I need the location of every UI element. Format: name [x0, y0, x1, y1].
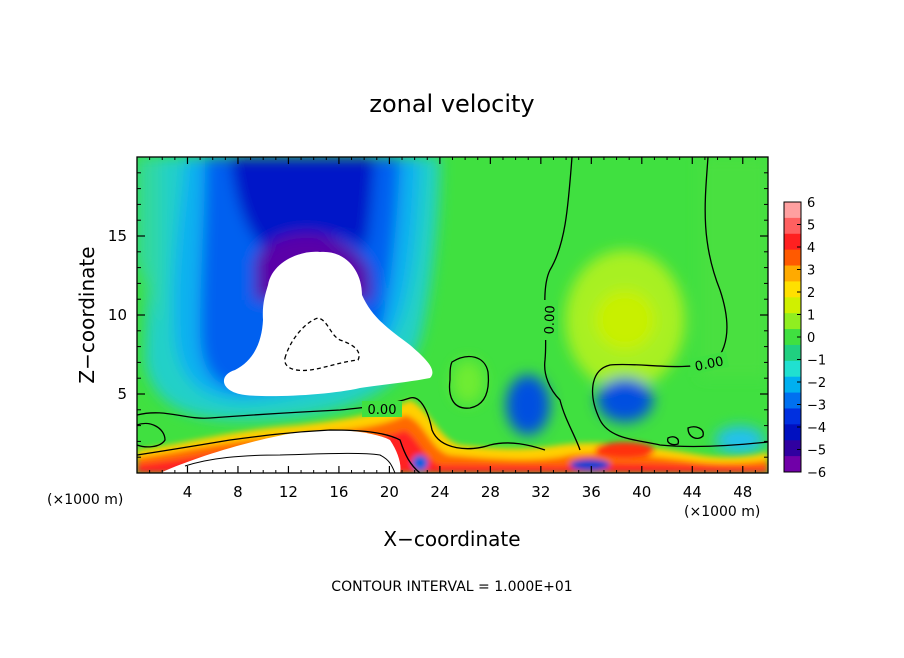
colorbar-swatch-4 — [784, 265, 801, 282]
contour-zero-upper — [544, 157, 581, 451]
x-tick-label-2: 12 — [279, 483, 298, 501]
contour-label-bg-1 — [362, 401, 402, 417]
x-tick-label-7: 32 — [531, 483, 550, 501]
colorbar: 6 5 4 3 2 1 0 −1 −2 −3 −4 −5 −6 — [783, 196, 826, 481]
y-axis-ticks: 5 10 15 — [108, 172, 768, 458]
contour-interval-note: CONTOUR INTERVAL = 1.000E+01 — [331, 579, 572, 595]
contour-label-2: 0.00 — [543, 305, 559, 334]
field-cell-blue-39 — [597, 378, 653, 422]
field-cell-red-39 — [595, 442, 655, 458]
contour-label-3: 0.00 — [694, 354, 725, 375]
colorbar-swatch-15 — [784, 440, 801, 457]
contour-zero-right — [591, 157, 768, 448]
field-region-teal — [137, 157, 160, 340]
colorbar-label-1: 5 — [807, 219, 815, 234]
x-unit-right: (×1000 m) — [684, 504, 760, 520]
x-tick-label-9: 40 — [632, 483, 651, 501]
y-axis-label: Z−coordinate — [75, 246, 99, 383]
x-tick-label-8: 36 — [582, 483, 601, 501]
contour-minus-dashed — [284, 317, 360, 372]
colorbar-label-10: −4 — [807, 421, 826, 436]
field-cell-green-26 — [452, 360, 484, 404]
field-region-darkblue — [230, 157, 375, 250]
x-axis-ticks: 4 8 12 16 20 24 28 32 36 40 44 48 — [149, 157, 756, 501]
colorbar-label-8: −2 — [807, 376, 826, 391]
colorbar-swatch-1 — [784, 217, 801, 235]
field-cell-cyan-45 — [715, 426, 765, 454]
y-tick-label-1: 10 — [108, 306, 127, 324]
y-tick-label-0: 5 — [117, 385, 127, 403]
x-tick-label-1: 8 — [233, 483, 243, 501]
colorbar-swatch-12 — [784, 392, 801, 409]
y-tick-label-2: 15 — [108, 227, 127, 245]
colorbar-swatch-8 — [784, 329, 801, 346]
field-core-white — [223, 251, 433, 397]
colorbar-label-0: 6 — [807, 196, 815, 211]
field-region-right-edge — [700, 157, 768, 377]
x-tick-label-4: 20 — [380, 483, 399, 501]
field-region-lime — [595, 290, 655, 350]
colorbar-swatch-6 — [784, 297, 801, 314]
x-tick-label-11: 48 — [733, 483, 752, 501]
colorbar-swatch-10 — [784, 360, 801, 378]
colorbar-label-7: −1 — [807, 354, 826, 369]
x-axis-label: X−coordinate — [383, 527, 520, 551]
contour-zero-left-cell — [137, 422, 166, 448]
contour-zero-cell-26 — [448, 355, 490, 409]
contour-label-bg-2 — [542, 300, 558, 340]
colorbar-label-5: 1 — [807, 309, 815, 324]
colorbar-label-6: 0 — [807, 331, 815, 346]
field-cell-blue-22 — [412, 455, 428, 471]
chart-title: zonal velocity — [369, 90, 534, 118]
contour-label-1: 0.00 — [368, 403, 397, 418]
colorbar-label-2: 4 — [807, 241, 815, 256]
contour-zero-cell-43 — [687, 426, 704, 439]
colorbar-swatch-0 — [784, 202, 801, 219]
x-unit-left: (×1000 m) — [47, 492, 123, 508]
colorbar-swatch-2 — [784, 233, 801, 251]
colorbar-swatch-7 — [784, 313, 801, 330]
contour-zero-cell-42 — [666, 436, 680, 446]
colorbar-label-12: −6 — [807, 466, 826, 481]
colorbar-swatch-3 — [784, 249, 801, 267]
field-cell-blue-36 — [570, 459, 610, 471]
contour-ground-thin — [184, 452, 396, 473]
colorbar-label-9: −3 — [807, 399, 826, 414]
x-tick-label-6: 28 — [481, 483, 500, 501]
contour-label-bg-3 — [688, 351, 730, 375]
colorbar-label-3: 3 — [807, 264, 815, 279]
colorbar-label-11: −5 — [807, 444, 826, 459]
contour-labels: 0.00 0.00 0.00 — [362, 300, 730, 418]
colorbar-swatch-11 — [784, 376, 801, 394]
x-tick-label-5: 24 — [430, 483, 449, 501]
x-tick-label-3: 16 — [329, 483, 348, 501]
field-ground-white — [160, 430, 401, 473]
x-tick-label-0: 4 — [183, 483, 193, 501]
colorbar-swatch-16 — [784, 456, 801, 473]
colorbar-swatch-9 — [784, 344, 801, 362]
contour-zero-ground — [137, 429, 421, 473]
field-cell-blue-30 — [506, 375, 550, 435]
colorbar-swatch-13 — [784, 408, 801, 425]
x-tick-label-10: 44 — [683, 483, 702, 501]
colorbar-swatch-14 — [784, 424, 801, 441]
colorbar-label-4: 2 — [807, 286, 815, 301]
colorbar-swatch-5 — [784, 281, 801, 298]
velocity-field — [137, 157, 768, 473]
